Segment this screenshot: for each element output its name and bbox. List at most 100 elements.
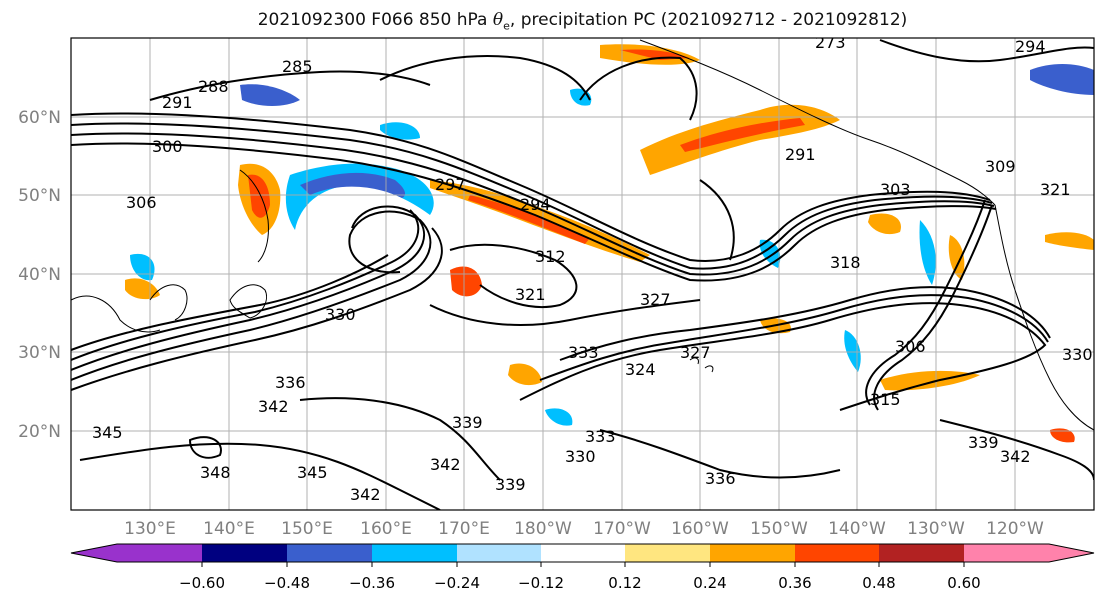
map-title: 2021092300 F066 850 hPa θe, precipitatio… bbox=[257, 10, 908, 33]
contour-label: 291 bbox=[785, 145, 816, 164]
colorbar-segment bbox=[625, 544, 710, 562]
contour-line bbox=[429, 299, 701, 326]
lon-tick-label: 140°W bbox=[828, 519, 886, 539]
contour-label: 321 bbox=[515, 285, 546, 304]
contour-line bbox=[71, 254, 389, 351]
coastlines bbox=[71, 39, 1094, 431]
contour-label: 291 bbox=[162, 93, 193, 112]
coastline-alaska bbox=[639, 39, 996, 206]
shading-positive bbox=[868, 213, 901, 235]
shading-positive bbox=[125, 278, 160, 300]
colorbar-segment bbox=[879, 544, 964, 562]
contour-line bbox=[579, 56, 698, 121]
colorbar-segment bbox=[541, 544, 625, 562]
contour-label: 288 bbox=[198, 77, 229, 96]
lon-tick-label: 140°E bbox=[203, 519, 255, 539]
precip-shading bbox=[125, 44, 1094, 443]
contour-line bbox=[559, 286, 1051, 361]
contour-line bbox=[149, 70, 431, 101]
coastline-japan bbox=[229, 284, 267, 319]
colorbar-segment bbox=[117, 544, 202, 562]
colorbar-tick-label: 0.24 bbox=[693, 574, 726, 592]
shading-negative bbox=[919, 220, 936, 285]
contour-label: 306 bbox=[895, 337, 926, 356]
shading-positive bbox=[880, 370, 980, 391]
contour-label: 330 bbox=[325, 305, 356, 324]
contour-line bbox=[879, 39, 1094, 63]
shading-negative bbox=[545, 408, 573, 426]
contour-label: 330 bbox=[565, 447, 596, 466]
colorbar-segment bbox=[795, 544, 879, 562]
colorbar-tick-label: −0.48 bbox=[264, 574, 310, 592]
colorbar-segment bbox=[287, 544, 372, 562]
colorbar-tick-label: 0.60 bbox=[947, 574, 980, 592]
contour-line bbox=[873, 204, 993, 411]
contour-label: 294 bbox=[1015, 37, 1046, 56]
contour-label: 333 bbox=[568, 343, 599, 362]
colorbar-tick-label: 0.12 bbox=[608, 574, 641, 592]
contour-line bbox=[71, 142, 997, 282]
lon-tick-label: 130°E bbox=[124, 519, 176, 539]
lon-tick-label: 130°W bbox=[907, 519, 965, 539]
contour-labels: 273 294 285 288 291 300 306 297 294 291 … bbox=[92, 33, 1093, 504]
lon-tick-label: 120°W bbox=[986, 519, 1044, 539]
shading-positive bbox=[680, 118, 805, 152]
colorbar-segment bbox=[710, 544, 795, 562]
coastline-hawaii bbox=[689, 357, 714, 373]
lon-tick-label: 170°E bbox=[438, 519, 490, 539]
contour-line bbox=[71, 227, 443, 391]
contour-label: 297 bbox=[435, 175, 466, 194]
colorbar-segment bbox=[964, 544, 1049, 562]
contour-label: 342 bbox=[430, 455, 461, 474]
contour-label: 348 bbox=[200, 463, 231, 482]
contour-line bbox=[379, 55, 591, 101]
theta-e-contours bbox=[71, 39, 1094, 510]
contour-line bbox=[519, 302, 1047, 411]
contour-label: 321 bbox=[1040, 180, 1071, 199]
contour-label: 342 bbox=[258, 397, 289, 416]
contour-label: 294 bbox=[520, 195, 551, 214]
contour-label: 336 bbox=[705, 469, 736, 488]
contour-line bbox=[71, 209, 420, 361]
contour-label: 315 bbox=[870, 390, 901, 409]
colorbar: −0.60 −0.48 −0.36 −0.24 −0.12 0.12 0.24 … bbox=[70, 543, 1095, 592]
contour-label: 327 bbox=[640, 290, 671, 309]
contour-label: 339 bbox=[495, 475, 526, 494]
lat-tick-label: 60°N bbox=[18, 108, 61, 128]
contour-label: 327 bbox=[680, 343, 711, 362]
latitude-labels: 60°N 50°N 40°N 30°N 20°N bbox=[18, 108, 61, 442]
contour-line bbox=[539, 294, 1049, 381]
shading-negative bbox=[1030, 64, 1094, 95]
contour-line bbox=[71, 122, 993, 270]
contour-label: 312 bbox=[535, 247, 566, 266]
contour-label: 345 bbox=[297, 463, 328, 482]
contour-label: 303 bbox=[880, 180, 911, 199]
contour-label: 273 bbox=[815, 33, 846, 52]
longitude-labels: 130°E 140°E 150°E 160°E 170°E 180°W 170°… bbox=[124, 519, 1044, 539]
contour-line bbox=[188, 436, 222, 459]
coastline-kamchatka bbox=[239, 169, 269, 263]
contour-label: 342 bbox=[1000, 447, 1031, 466]
colorbar-tick-label: −0.36 bbox=[349, 574, 395, 592]
shading-negative bbox=[240, 84, 300, 106]
lat-tick-label: 40°N bbox=[18, 265, 61, 285]
map-frame bbox=[70, 37, 1095, 511]
colorbar-extend-right bbox=[1049, 544, 1094, 562]
lat-tick-label: 30°N bbox=[18, 343, 61, 363]
contour-line bbox=[71, 205, 425, 371]
colorbar-tick-label: 0.36 bbox=[778, 574, 811, 592]
contour-line bbox=[71, 210, 432, 381]
coastline-north-america bbox=[994, 204, 1094, 431]
lon-tick-label: 180°W bbox=[514, 519, 572, 539]
contour-label: 333 bbox=[585, 427, 616, 446]
shading-positive bbox=[948, 235, 965, 280]
colorbar-segment bbox=[202, 544, 287, 562]
coastline-asia bbox=[71, 284, 188, 333]
lon-tick-label: 160°E bbox=[360, 519, 412, 539]
shading-positive bbox=[508, 363, 542, 386]
contour-label: 339 bbox=[968, 433, 999, 452]
map-content: 273 294 285 288 291 300 306 297 294 291 … bbox=[71, 33, 1094, 510]
contour-label: 306 bbox=[126, 193, 157, 212]
shading-negative bbox=[300, 172, 406, 198]
